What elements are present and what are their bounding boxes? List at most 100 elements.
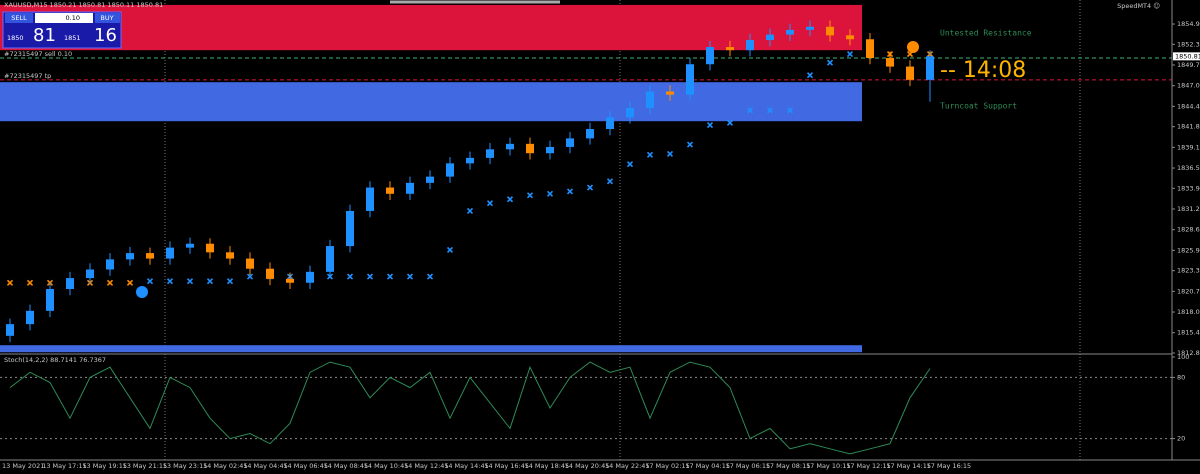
trail-marker — [206, 278, 214, 285]
candle-body — [906, 66, 914, 80]
bid-small: 81 — [33, 25, 56, 46]
candle-body — [226, 252, 234, 259]
time-label: 17 May 08:15 — [766, 462, 811, 470]
time-label: 13 May 19:15 — [82, 462, 127, 470]
trail-marker — [226, 278, 234, 285]
time-label: 17 May 04:15 — [685, 462, 730, 470]
trail-marker — [706, 122, 714, 129]
candle-body — [866, 39, 874, 58]
lot-value: 0.10 — [66, 14, 80, 22]
time-label: 17 May 10:15 — [806, 462, 851, 470]
time-label: 17 May 14:15 — [886, 462, 931, 470]
trail-marker — [26, 279, 34, 286]
candle-body — [726, 47, 734, 51]
stoch-tick-label: 20 — [1177, 435, 1185, 443]
ask-small: 16 — [94, 25, 117, 46]
trail-marker — [346, 273, 354, 280]
candle-body — [266, 268, 274, 279]
time-label: 14 May 14:45 — [444, 462, 489, 470]
candle-body — [526, 143, 534, 154]
trail-marker — [546, 190, 554, 197]
y-tick-label: 1854.95 — [1177, 20, 1200, 28]
candle-body — [586, 129, 594, 139]
time-label: 13 May 17:15 — [42, 462, 87, 470]
signal-dot — [136, 286, 148, 298]
candle-body — [106, 259, 114, 270]
y-tick-label: 1823.35 — [1177, 267, 1200, 275]
time-label: 17 May 02:15 — [645, 462, 690, 470]
trail-marker — [466, 207, 474, 215]
zone-label: Untested Resistance — [940, 29, 1032, 38]
y-tick-label: 1818.05 — [1177, 308, 1200, 316]
candle-body — [506, 143, 514, 150]
trail-marker — [726, 119, 734, 126]
candle-body — [66, 278, 74, 290]
trail-marker — [586, 184, 594, 191]
candle-body — [646, 91, 654, 108]
candle-body — [446, 163, 454, 177]
trail-marker — [806, 72, 814, 79]
time-label: 17 May 16:15 — [927, 462, 972, 470]
buy-button[interactable] — [95, 13, 120, 23]
trail-marker — [166, 278, 174, 285]
candle-body — [126, 253, 134, 260]
sell-button[interactable] — [5, 13, 33, 23]
trail-marker — [366, 273, 374, 280]
ask-big: 1851 — [64, 34, 81, 42]
candle-body — [466, 157, 474, 164]
zone-label: Turncoat Support — [940, 102, 1017, 111]
indicator-title: Stoch(14,2,2) 88.7141 76.7367 — [4, 356, 106, 364]
lot-input[interactable] — [35, 13, 93, 23]
time-label: 13 May 21:15 — [123, 462, 168, 470]
trail-marker — [666, 150, 674, 158]
zone — [0, 345, 862, 353]
y-tick-label: 1828.6 — [1177, 226, 1200, 234]
time-label: 14 May 08:45 — [324, 462, 369, 470]
trail-marker — [486, 200, 494, 207]
y-tick-label: 1836.5 — [1177, 164, 1200, 172]
current-price-box — [1173, 52, 1200, 61]
trail-marker — [786, 107, 794, 114]
trade-panel: SELL 0.10 BUY 1850 81 1851 16 — [2, 11, 122, 49]
countdown: -- 14:08 — [940, 58, 1026, 83]
trail-marker — [506, 196, 514, 203]
trail-marker — [646, 151, 654, 158]
trail-marker — [186, 278, 194, 285]
trail-marker — [126, 279, 134, 286]
stoch-line — [9, 361, 931, 455]
candle-body — [346, 210, 354, 247]
candle-body — [286, 278, 294, 283]
candle-body — [666, 91, 674, 95]
trail-marker — [446, 246, 454, 254]
order-label: #72315497 sell 0.10 — [4, 50, 72, 58]
time-label: 13 May 2021 — [2, 462, 44, 470]
y-tick-label: 1831.25 — [1177, 205, 1200, 213]
candle-body — [46, 289, 54, 311]
candle-body — [186, 243, 194, 248]
stoch-tick-label: 80 — [1177, 373, 1185, 381]
signal-dot — [907, 41, 919, 53]
trail-marker — [626, 161, 634, 168]
time-label: 14 May 04:45 — [243, 462, 288, 470]
candle-body — [426, 176, 434, 183]
trail-marker — [246, 273, 254, 280]
candle-body — [306, 271, 314, 283]
y-tick-label: 1825.95 — [1177, 246, 1200, 254]
trail-marker — [426, 273, 434, 280]
zone — [0, 4, 862, 51]
candle-body — [886, 57, 894, 67]
candle-body — [246, 258, 254, 269]
candle-body — [566, 138, 574, 147]
candle-body — [706, 47, 714, 65]
time-label: 14 May 10:45 — [364, 462, 409, 470]
y-tick-label: 1815.4 — [1177, 329, 1200, 337]
trail-marker — [566, 188, 574, 195]
time-label: 14 May 22:45 — [605, 462, 650, 470]
zone — [0, 82, 862, 122]
candle-body — [206, 243, 214, 253]
candle-body — [806, 26, 814, 30]
candle-body — [626, 107, 634, 118]
y-tick-label: 1852.35 — [1177, 40, 1200, 48]
